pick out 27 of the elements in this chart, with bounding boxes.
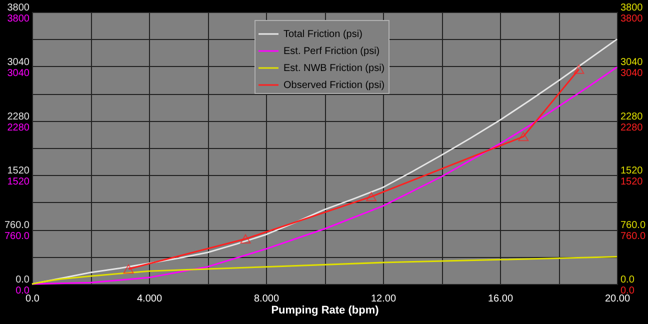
legend-label: Est. Perf Friction (psi) [284,46,380,57]
y-tick-label: 760.0 [4,231,30,242]
x-tick-label: 8.000 [254,294,280,304]
x-tick-label: 4.000 [136,294,162,304]
text: 2280 [620,111,643,122]
y-tick-label: 2280 [7,122,30,134]
y2-tick-label: 1520 [620,176,644,188]
x-tick-label: 0.0 [26,294,40,304]
x-tick-label: 16.00 [488,294,514,304]
y2-tick-label: 760.0 [620,231,646,242]
x-tick-label: 20.00 [604,294,630,304]
y-tick-label: 3800 [7,14,30,24]
text: 3040 [620,56,643,68]
legend-label: Total Friction (psi) [284,29,362,40]
y2-tick-label: 2280 [620,122,644,134]
legend-label: Observed Friction (psi) [284,80,385,91]
y-tick-label: 3040 [7,68,30,79]
y2-tick-label: 3040 [620,68,644,79]
text: 760.0 [620,220,646,232]
text: 0.0 [620,274,634,286]
y-tick-label: 1520 [7,176,30,188]
y2-tick-label: 3800 [620,14,644,24]
text: 1520 [620,166,643,177]
text: 3800 [620,2,643,14]
x-axis-title: Pumping Rate (bpm) [271,304,380,316]
legend-label: Est. NWB Friction (psi) [284,63,385,74]
x-tick-label: 12.00 [370,294,396,304]
